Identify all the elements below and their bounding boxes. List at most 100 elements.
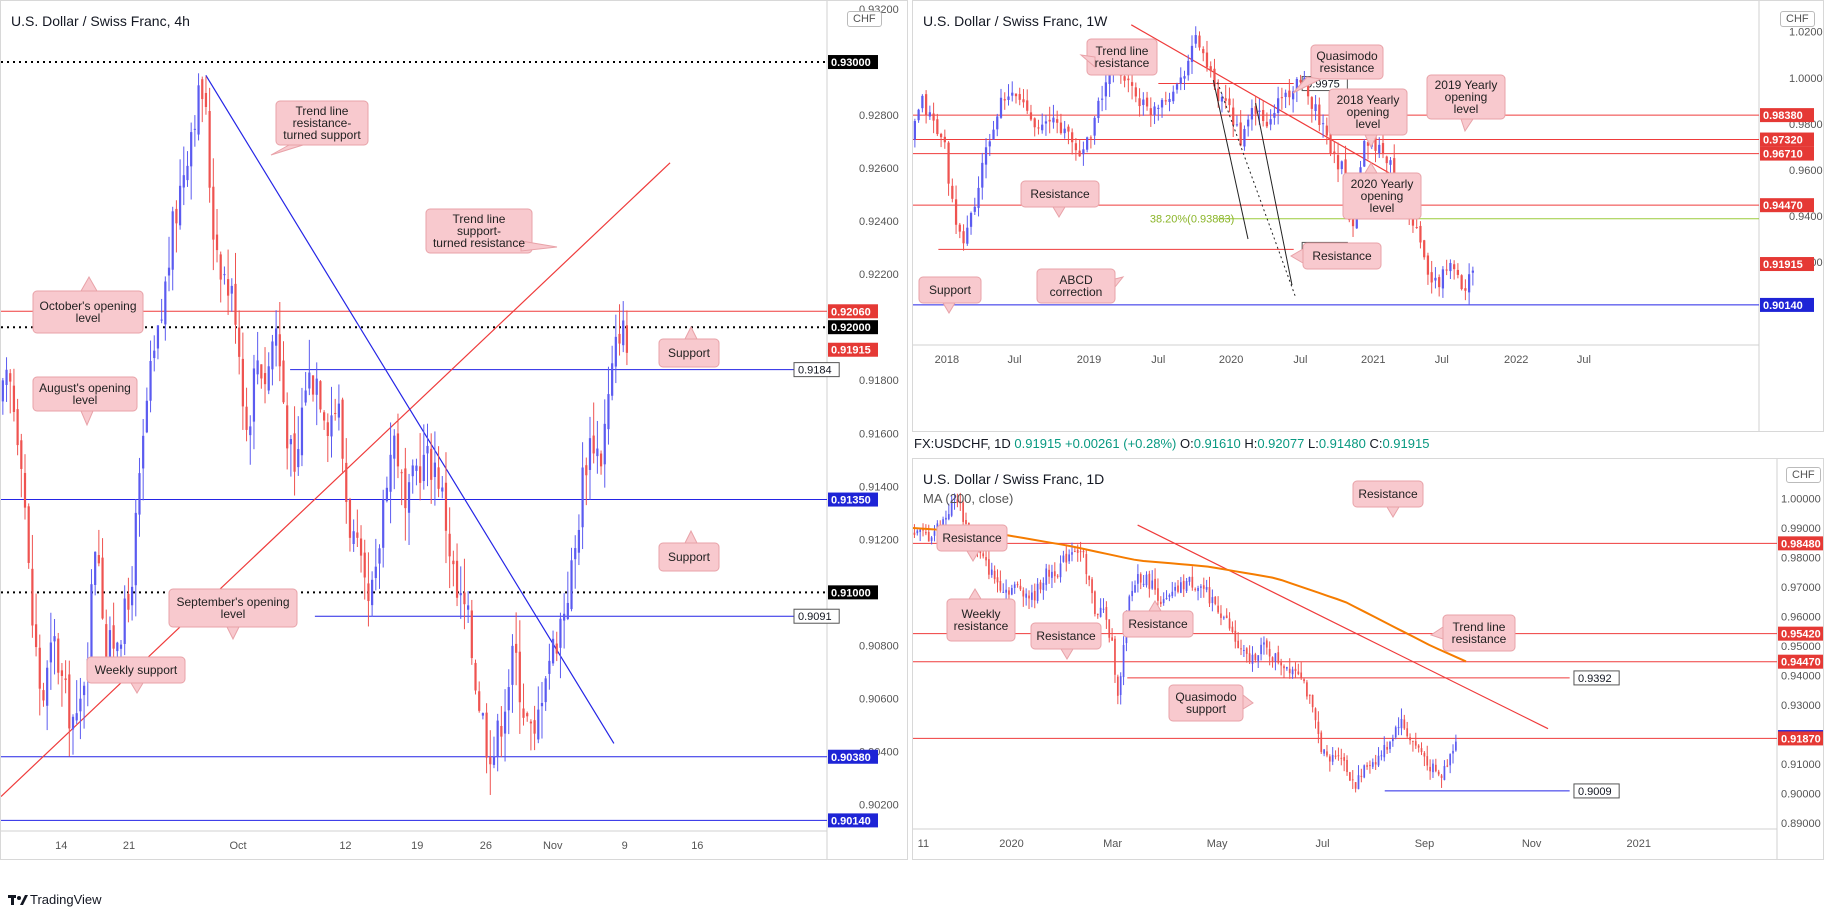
chart-4h-candle	[330, 415, 333, 437]
chart-4h-candle	[64, 678, 67, 681]
chart-1w-candle	[977, 187, 980, 208]
chart-1w-candle	[1381, 143, 1385, 155]
chart-4h-candle	[319, 381, 322, 410]
chart-1d-level-label: 0.9009	[1578, 786, 1612, 798]
chart-1d-candle	[1271, 657, 1274, 662]
chart-1w-candle	[1190, 45, 1194, 62]
chart-4h-note-support-1-text: Support	[668, 346, 711, 360]
chart-1w-candle	[1299, 79, 1302, 83]
chart-4h-price-label: 0.91915	[831, 345, 871, 357]
chart-1d-candle	[953, 498, 956, 500]
chart-4h-candle	[226, 279, 230, 296]
chart-1d-candle	[1366, 765, 1368, 767]
chart-4h-candle	[256, 360, 259, 375]
chart-4h-candle	[267, 366, 270, 391]
chart-1d-candle	[1091, 579, 1093, 594]
chart-4h-title: U.S. Dollar / Swiss Franc, 4h	[11, 13, 190, 29]
chart-1d-candle	[1323, 749, 1325, 754]
chart-4h-candle	[197, 85, 200, 135]
chart-4h-y-tick: 0.91600	[859, 428, 899, 440]
chart-4h-candle	[385, 487, 388, 502]
chart-1d-canvas[interactable]: 0.89000 0.90000 0.91000 0.93000 0.94000 0.950…	[913, 459, 1824, 860]
tradingview-brand[interactable]: TradingView	[30, 892, 102, 907]
chart-1d-y-tick: 0.89000	[1781, 818, 1821, 830]
chart-4h-candle	[130, 586, 134, 606]
chart-1w-y-tick: 1.00000	[1789, 73, 1824, 85]
tradingview-logo-icon[interactable]	[8, 893, 28, 907]
chart-1w-price-label: 0.96710	[1763, 149, 1803, 161]
chart-4h-currency-badge[interactable]: CHF	[847, 11, 882, 27]
chart-4h-price-label-bg	[828, 55, 878, 70]
chart-1d-candle	[1417, 745, 1420, 748]
chart-1w-candle	[1232, 107, 1235, 126]
chart-1d-candle	[1211, 597, 1214, 604]
chart-1w-canvas[interactable]: 0.920000.940000.960000.980001.000001.020…	[913, 1, 1824, 432]
chart-1w-candle	[1164, 100, 1167, 102]
chart-4h-candle	[286, 405, 289, 449]
chart-1w-price-label-bg	[1760, 146, 1814, 161]
chart-1w-price-label: 0.98380	[1763, 110, 1803, 122]
chart-4h-note-aug-open-pointer	[80, 410, 94, 427]
chart-1d-candle	[1159, 601, 1162, 605]
chart-1d-x-tick: Nov	[1522, 838, 1542, 850]
chart-1d-candle	[916, 530, 919, 534]
chart-1w-candle	[1205, 52, 1209, 68]
chart-1w-candle	[1048, 119, 1051, 122]
chart-4h-panel[interactable]: U.S. Dollar / Swiss Franc, 4h CHF 0.9020…	[0, 0, 908, 860]
chart-4h-note-sep-open-pointer	[226, 626, 240, 641]
chart-1d-note-resistance-1-pointer	[1386, 506, 1400, 518]
chart-4h-candle	[5, 369, 8, 385]
chart-1d-panel[interactable]: U.S. Dollar / Swiss Franc, 1D MA (200, c…	[912, 458, 1824, 860]
chart-1d-y-tick: 0.97000	[1781, 582, 1821, 594]
chart-1w-candle	[1426, 255, 1430, 275]
chart-4h-note-weekly-support-pointer	[130, 682, 144, 694]
chart-1w-candle	[1277, 98, 1280, 114]
chart-1w-x-tick: Jul	[1007, 354, 1021, 366]
chart-1d-candle	[1139, 574, 1142, 583]
chart-4h-candle	[618, 333, 621, 344]
chart-4h-candle	[175, 208, 178, 224]
chart-4h-candle	[570, 560, 573, 610]
chart-4h-canvas[interactable]: 0.902000.904000.906000.908000.912000.914…	[1, 1, 908, 860]
chart-1d-candle	[985, 557, 987, 561]
chart-4h-candle	[208, 111, 211, 188]
chart-1d-candle	[1185, 581, 1188, 591]
chart-1d-candle	[1426, 756, 1429, 766]
chart-4h-candle	[374, 566, 377, 579]
chart-4h-candle	[311, 375, 315, 395]
chart-1w-note-2020-text: opening	[1361, 189, 1404, 203]
chart-1w-candle	[1071, 132, 1074, 143]
chart-1d-candle	[1234, 630, 1237, 642]
chart-1d-candle	[1434, 764, 1437, 772]
chart-4h-candle	[515, 643, 518, 653]
chart-1d-note-resistance-4-text: Resistance	[1036, 629, 1096, 643]
ohlc-symbol: FX:USDCHF, 1D	[914, 436, 1011, 451]
chart-1w-note-2018-pointer	[1364, 134, 1378, 149]
chart-1w-panel[interactable]: U.S. Dollar / Swiss Franc, 1W CHF 0.9200…	[912, 0, 1824, 432]
chart-1d-title: U.S. Dollar / Swiss Franc, 1D	[923, 471, 1105, 487]
chart-1d-candle	[956, 499, 959, 503]
ohlc-change: +0.00261 (+0.28%)	[1065, 436, 1177, 451]
chart-1d-candle	[1311, 694, 1314, 708]
chart-4h-candle	[540, 702, 544, 707]
chart-4h-candle	[215, 234, 219, 251]
chart-1w-candle	[1108, 72, 1111, 85]
chart-1d-candle	[1452, 750, 1454, 754]
chart-4h-price-label-bg	[828, 342, 878, 357]
chart-1w-note-2020-text: level	[1370, 201, 1395, 215]
chart-1w-candle	[984, 147, 988, 165]
chart-4h-candle	[274, 328, 278, 346]
chart-4h-candle	[223, 274, 226, 276]
chart-1w-currency-badge[interactable]: CHF	[1780, 11, 1815, 27]
chart-1d-candle	[1294, 668, 1297, 672]
chart-1w-candle	[1228, 98, 1231, 106]
chart-4h-candle	[337, 403, 340, 418]
chart-4h-candle	[407, 482, 411, 513]
chart-1d-note-weekly-text: Weekly	[961, 607, 1000, 621]
chart-4h-candle	[614, 336, 617, 367]
chart-1d-candle	[1397, 727, 1400, 729]
ohlc-open: 0.91610	[1193, 436, 1241, 451]
chart-1w-candle	[1333, 151, 1336, 154]
chart-1d-currency-badge[interactable]: CHF	[1786, 467, 1821, 483]
chart-4h-candle	[448, 533, 451, 557]
